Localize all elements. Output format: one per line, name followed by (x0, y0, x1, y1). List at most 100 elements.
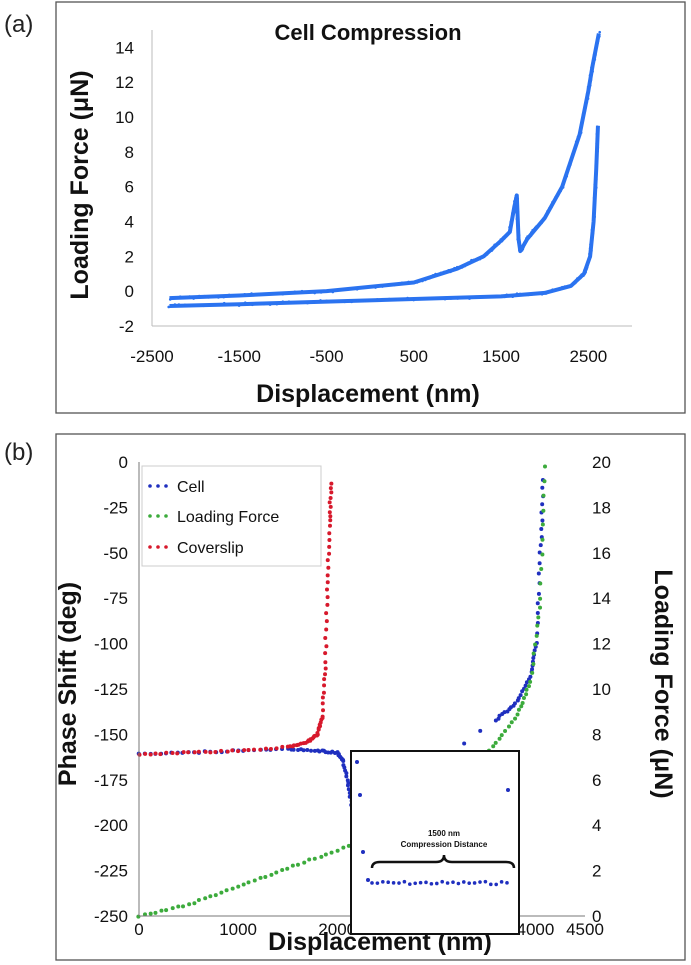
inset-box (350, 750, 520, 935)
chart-a-point (381, 298, 385, 302)
chart-b-point-coverslip (325, 573, 330, 578)
chart-a-point (594, 172, 598, 175)
chart-b-point-cell (539, 527, 544, 532)
chart-b-y2-tick-label: 4 (592, 816, 601, 835)
chart-b-point-loading-force (531, 651, 536, 656)
inset-points (355, 760, 510, 887)
inset-point (366, 878, 370, 882)
chart-a-point (374, 286, 377, 289)
chart-a-point (237, 304, 241, 307)
chart-b-point-cell (540, 518, 545, 523)
chart-a-point (593, 212, 596, 215)
chart-b-point-cell (344, 771, 349, 776)
chart-a-point (238, 294, 241, 298)
inset-point (456, 881, 461, 886)
chart-a-point (574, 144, 577, 148)
chart-b-point-coverslip (274, 746, 279, 751)
chart-a-x-tick-label: 500 (400, 347, 428, 366)
chart-a-point (518, 292, 522, 296)
chart-a-point (566, 166, 570, 169)
chart-b-point-cell (512, 701, 517, 706)
chart-a-point (546, 209, 549, 213)
chart-a-point (447, 268, 450, 272)
chart-b-point-loading-force (519, 704, 524, 709)
chart-b-x-tick-label: 0 (134, 920, 143, 939)
chart-b-point-cell (536, 591, 541, 596)
chart-a-point (591, 70, 594, 73)
chart-a-x-tick-label: -2500 (130, 347, 173, 366)
chart-b-point-coverslip (291, 743, 296, 748)
chart-a-title: Cell Compression (274, 20, 461, 45)
chart-a-point (455, 265, 459, 269)
chart-a-point (418, 280, 421, 283)
chart-a-point (188, 304, 191, 308)
chart-a-point (587, 257, 591, 261)
chart-a-point (331, 300, 335, 304)
chart-a-point (522, 245, 525, 249)
chart-a-point (498, 240, 502, 243)
chart-a-y-tick-label: 6 (125, 178, 134, 197)
chart-a-point (593, 203, 597, 207)
inset-point (451, 880, 455, 885)
chart-b-point-loading-force (536, 615, 541, 620)
chart-b-y2-tick-label: 2 (592, 862, 601, 881)
chart-a-point (430, 296, 434, 300)
chart-a-point (573, 148, 576, 151)
chart-a-point (513, 204, 516, 207)
chart-a-point (400, 281, 404, 285)
chart-b-point-loading-force (524, 692, 529, 697)
chart-a-point (567, 284, 570, 288)
inset-point (440, 879, 445, 884)
chart-b-point-cell (309, 748, 314, 753)
legend-item-loading-force: Loading Force (148, 509, 279, 526)
chart-a-point (525, 239, 528, 243)
inset-point (494, 882, 499, 887)
chart-a-point (213, 303, 217, 306)
chart-a-point (569, 163, 572, 167)
chart-a-point (545, 213, 549, 216)
chart-a-y-tick-label: 10 (115, 108, 134, 127)
chart-b-y2-tick-label: 14 (592, 589, 611, 608)
chart-b-point-coverslip (322, 677, 327, 682)
chart-a-point (500, 239, 504, 243)
chart-a-point (368, 299, 371, 302)
chart-b-y-tick-label: -25 (103, 498, 128, 517)
chart-a-point (582, 274, 585, 278)
chart-b-point-coverslip (251, 747, 256, 752)
chart-a-point (592, 207, 596, 211)
chart-b-point-loading-force (530, 670, 535, 675)
chart-a-point (526, 293, 530, 297)
chart-a-point (589, 243, 592, 246)
chart-a-point (561, 182, 565, 185)
chart-a-point (512, 207, 516, 210)
chart-b-point-loading-force (142, 912, 147, 917)
chart-a-point (515, 292, 519, 295)
chart-a-point (492, 246, 496, 250)
chart-a-point (168, 298, 172, 301)
chart-b-point-coverslip (326, 565, 331, 570)
chart-b-point-loading-force (263, 875, 268, 880)
chart-b-point-cell (344, 774, 349, 779)
chart-b-point-cell (518, 693, 523, 698)
chart-a-point (511, 214, 514, 218)
chart-a-point (439, 271, 443, 275)
chart-a-point (387, 297, 391, 301)
chart-a-point (524, 293, 528, 297)
chart-a-point (268, 303, 272, 306)
chart-b-point-cell (523, 683, 528, 688)
chart-a-point (583, 268, 586, 272)
chart-a-point (571, 152, 574, 156)
chart-a-point (594, 153, 598, 156)
chart-b-y-tick-label: -125 (94, 680, 128, 699)
chart-b-y2-tick-label: 20 (592, 453, 611, 472)
legend-label-loading-force: Loading Force (177, 509, 279, 526)
chart-b-point-loading-force (346, 843, 351, 848)
chart-a-point (255, 302, 259, 305)
chart-b-point-coverslip (320, 701, 325, 706)
chart-b-point-loading-force (280, 867, 285, 872)
chart-a-point (544, 292, 548, 295)
chart-b-point-loading-force (285, 866, 290, 871)
chart-b-point-coverslip (164, 750, 169, 755)
chart-b-point-loading-force (497, 736, 502, 741)
